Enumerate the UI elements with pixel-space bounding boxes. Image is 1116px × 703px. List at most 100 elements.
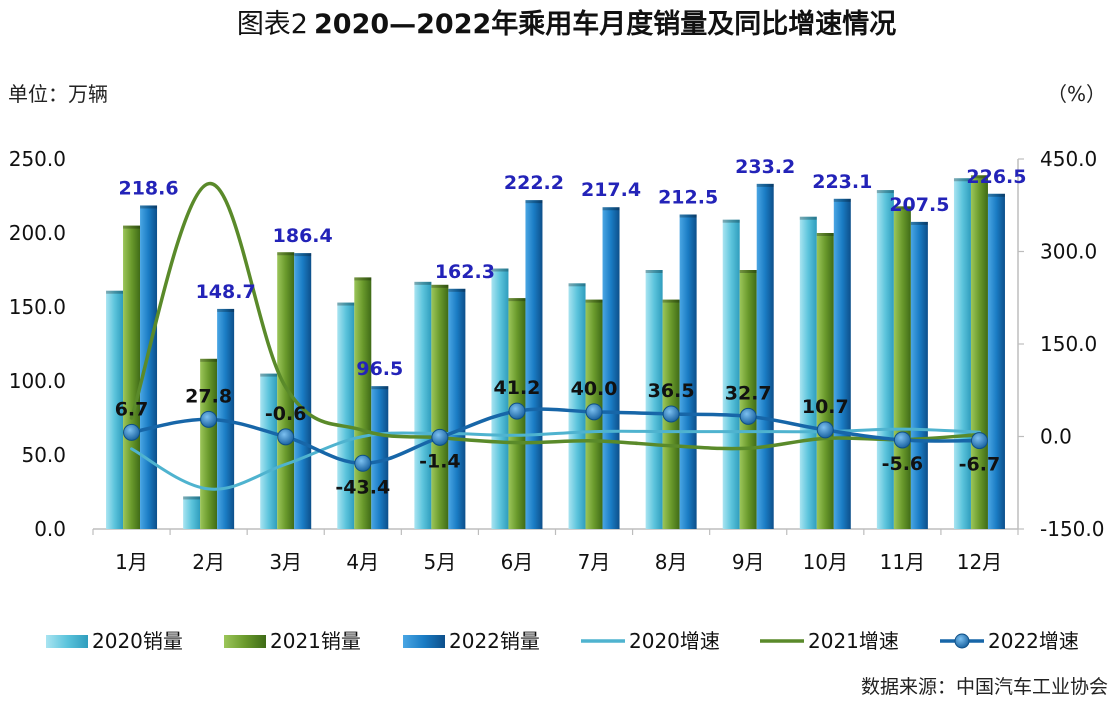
right-tick-4500: 450.0 (1040, 147, 1097, 171)
category-label-9: 9月 (732, 550, 765, 574)
growth-label-2022-5: -1.4 (419, 450, 461, 472)
legend-label-2021: 2021增速 (808, 629, 899, 653)
bar-cap-2022-6 (525, 200, 543, 204)
bar-2022-7 (602, 207, 620, 530)
legend-swatch-2021 (224, 635, 266, 648)
bar-cap-2022-2 (217, 308, 235, 312)
bar-label-2022-12: 226.5 (966, 166, 1026, 188)
bar-2021-1 (123, 225, 141, 529)
right-tick-3000: 300.0 (1040, 240, 1097, 264)
growth-point-2022-2 (200, 410, 218, 428)
growth-label-2022-3: -0.6 (265, 403, 307, 425)
source-note: 数据来源：中国汽车工业协会 (861, 676, 1108, 698)
growth-label-2022-10: 10.7 (802, 396, 849, 418)
bar-2022-1 (140, 205, 158, 530)
bar-cap-2020-4 (337, 302, 355, 306)
bar-cap-2021-12 (970, 175, 988, 179)
bar-cap-2020-1 (106, 290, 124, 294)
bar-label-2022-6: 222.2 (504, 172, 564, 194)
line-2022 (129, 407, 982, 466)
growth-label-2022-2: 27.8 (185, 385, 232, 407)
legend-label-2022: 2022销量 (449, 629, 540, 653)
growth-point-2022-6 (508, 402, 526, 420)
category-label-12: 12月 (957, 550, 1002, 574)
left-tick-500: 50.0 (21, 443, 66, 467)
bar-cap-2021-11 (893, 206, 911, 210)
bar-cap-2020-10 (799, 216, 817, 220)
bar-cap-2022-5 (448, 288, 466, 292)
category-label-1: 1月 (115, 550, 148, 574)
bar-cap-2022-4 (371, 386, 389, 390)
bar-cap-2020-5 (414, 281, 432, 285)
legend-label-2020: 2020销量 (92, 629, 183, 653)
bar-cap-2021-7 (585, 299, 603, 303)
bar-cap-2021-8 (662, 299, 680, 303)
growth-point-2022-1 (123, 423, 141, 441)
axes: 0.0 50.0 100.0 150.0 200.0 250.0 -150.0 0.0 150.… (9, 147, 1105, 574)
bar-label-2022-4: 96.5 (356, 358, 403, 380)
bar-2022-10 (833, 198, 851, 529)
bar-cap-2022-8 (679, 214, 697, 218)
growth-label-2022-9: 32.7 (725, 382, 772, 404)
bar-2020-4 (337, 302, 355, 529)
bar-cap-2021-5 (431, 284, 449, 288)
bar-label-2022-7: 217.4 (581, 179, 641, 201)
category-label-11: 11月 (880, 550, 925, 574)
category-label-2: 2月 (192, 550, 225, 574)
growth-point-2022-12 (970, 432, 988, 450)
bar-cap-2022-3 (294, 253, 312, 257)
growth-lines (123, 181, 988, 491)
bar-cap-2020-2 (183, 496, 201, 500)
growth-label-2022-8: 36.5 (648, 380, 695, 402)
bar-2020-8 (645, 270, 663, 529)
bar-label-2022-8: 212.5 (658, 187, 718, 209)
bar-cap-2020-6 (491, 268, 509, 272)
bar-cap-2021-3 (277, 252, 295, 256)
bar-cap-2021-6 (508, 298, 526, 302)
category-label-7: 7月 (578, 550, 611, 574)
bar-2020-3 (260, 373, 278, 529)
bar-cap-2022-11 (910, 221, 928, 225)
growth-label-2022-1: 6.7 (115, 398, 149, 420)
growth-point-2022-11 (893, 431, 911, 449)
right-tick-1500: -150.0 (1040, 517, 1104, 541)
growth-point-2022-3 (277, 428, 295, 446)
bar-label-2022-11: 207.5 (889, 194, 949, 216)
bar-cap-2021-2 (200, 358, 218, 362)
bar-cap-2022-10 (833, 198, 851, 202)
bars (106, 175, 1005, 530)
bar-label-2022-10: 223.1 (812, 171, 872, 193)
bar-cap-2020-3 (260, 373, 278, 377)
legend-swatch-2022 (403, 635, 445, 648)
bar-2022-3 (294, 253, 312, 530)
bar-label-2022-3: 186.4 (273, 225, 333, 247)
bar-2021-3 (277, 252, 295, 530)
bar-label-2022-9: 233.2 (735, 156, 795, 178)
growth-label-2022-7: 40.0 (571, 378, 618, 400)
bar-cap-2020-7 (568, 283, 586, 287)
bar-2021-2 (200, 358, 218, 529)
right-tick-00: 0.0 (1040, 425, 1072, 449)
left-tick-1000: 100.0 (9, 369, 66, 393)
bar-2021-10 (816, 233, 834, 529)
bar-label-2022-2: 148.7 (196, 281, 256, 303)
chart-title: 2020—2022年乘用车月度销量及同比增速情况 (314, 8, 896, 40)
bar-2022-11 (910, 221, 928, 529)
bar-2020-6 (491, 268, 509, 529)
bar-cap-2022-7 (602, 207, 620, 211)
legend-swatch-2020 (46, 635, 88, 648)
bar-2020-5 (414, 281, 432, 529)
bar-cap-2021-9 (739, 270, 757, 273)
left-tick-2500: 250.0 (9, 147, 66, 171)
bar-2022-12 (987, 193, 1005, 529)
bar-cap-2020-11 (876, 190, 894, 194)
growth-point-2022-10 (816, 421, 834, 439)
left-tick-00: 0.0 (34, 517, 66, 541)
bar-2020-11 (876, 190, 894, 529)
bar-cap-2020-9 (722, 219, 740, 223)
bar-cap-2020-12 (953, 178, 971, 182)
left-axis-unit: 单位：万辆 (8, 82, 108, 106)
bar-2020-1 (106, 290, 124, 529)
right-tick-1500: 150.0 (1040, 332, 1097, 356)
